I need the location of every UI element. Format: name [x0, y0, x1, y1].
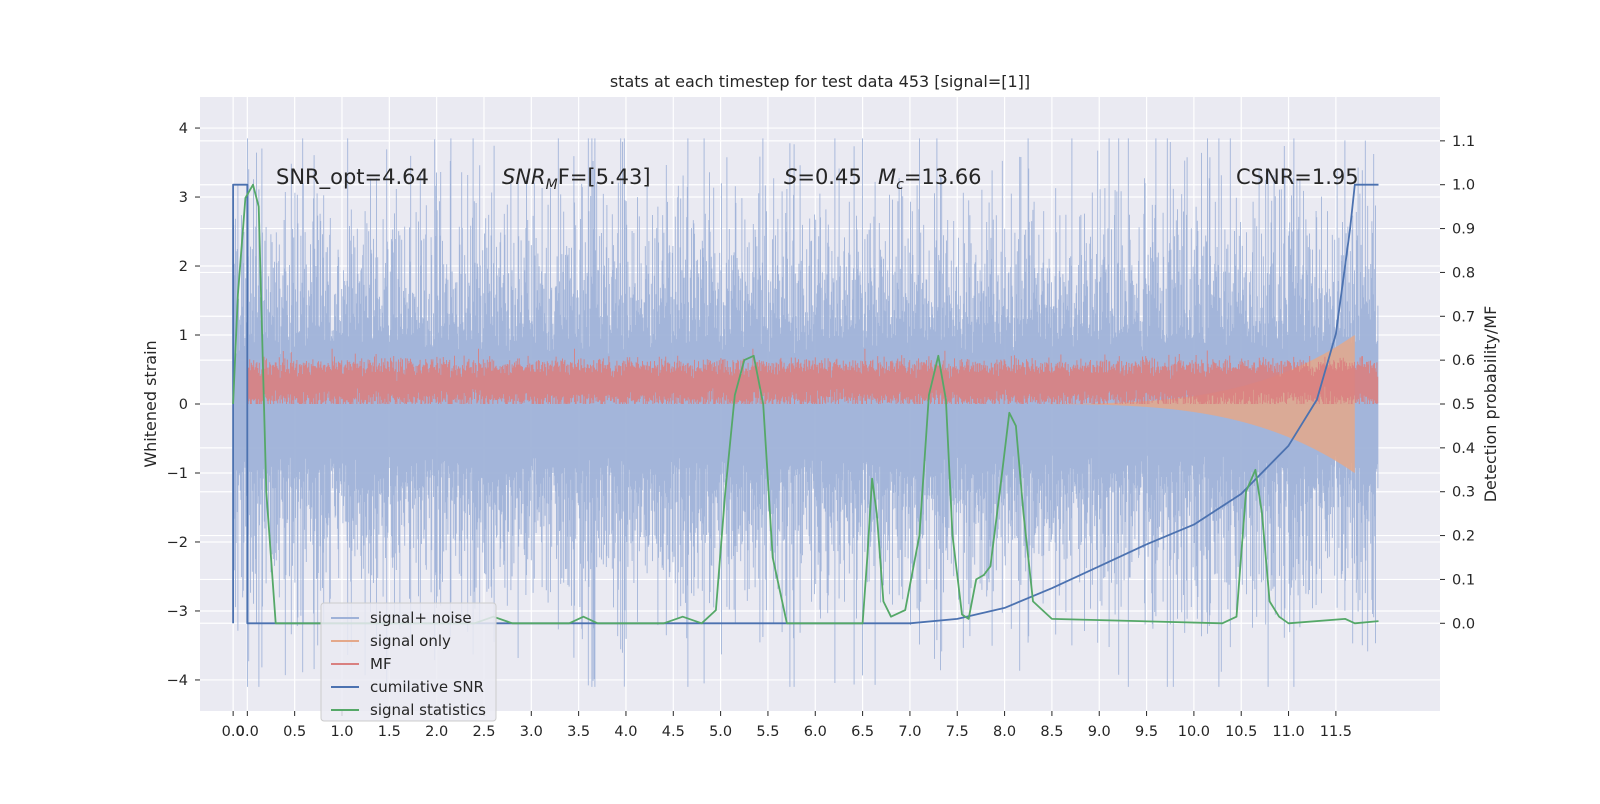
- x-tick-label: 1.0: [330, 724, 353, 740]
- y-right-tick-label: 0.2: [1452, 529, 1475, 545]
- annotation-s: S=0.45: [784, 165, 862, 189]
- x-tick-label: 11.5: [1320, 724, 1352, 740]
- cumulative-snr-line: [232, 183, 1379, 625]
- x-tick-label: 6.0: [804, 724, 827, 740]
- y-right-tick-label: 0.7: [1452, 309, 1475, 325]
- x-tick-label: 5.0: [709, 724, 732, 740]
- annotation-s-main: S: [784, 165, 797, 189]
- legend-label: signal only: [370, 632, 451, 650]
- x-tick-label: 4.0: [614, 724, 637, 740]
- y-tick-label: −2: [167, 535, 188, 551]
- y-axis-ticks-right: 1.1 1.0 0.9 0.8 0.7 0.6 0.5 0.4 0.3 0.2 0.1 0.0: [1440, 134, 1475, 632]
- signal-statistics-line: [232, 183, 1379, 625]
- x-tick-label: 4.5: [662, 724, 685, 740]
- series-lines: [232, 183, 1379, 625]
- y-tick-label: 3: [179, 190, 188, 206]
- y-right-tick-label: 0.0: [1452, 616, 1475, 632]
- y-tick-label: −4: [167, 673, 188, 689]
- y-tick-label: 1: [179, 328, 188, 344]
- y-axis-label-right: Detection probability/MF: [1481, 306, 1500, 503]
- x-tick-label: 2.5: [472, 724, 495, 740]
- y-right-tick-label: 1.1: [1452, 134, 1475, 150]
- y-right-tick-label: 0.3: [1452, 485, 1475, 501]
- x-tick-label: 10.5: [1225, 724, 1257, 740]
- y-axis-ticks-left: 4 3 2 1 0 −1 −2 −3 −4: [167, 121, 200, 689]
- x-tick-label: 10.0: [1178, 724, 1210, 740]
- y-right-tick-label: 0.1: [1452, 572, 1475, 588]
- x-tick-label: 2.0: [425, 724, 448, 740]
- x-tick-label: 0.0: [222, 724, 245, 740]
- y-right-tick-label: 0.9: [1452, 222, 1475, 238]
- annotation-snr-mf-rest: F=[5.43]: [558, 165, 651, 189]
- x-axis-ticks: 0.00.0 0.5 1.0 1.5 2.0 2.5 3.0 3.5 4.0 4.5 5.0 5.5 6…: [222, 711, 1352, 740]
- annotation-snr-mf-main: SNR: [502, 165, 546, 189]
- y-tick-label: 2: [179, 259, 188, 275]
- y-tick-label: 0: [179, 397, 188, 413]
- x-tick-label: 0.5: [283, 724, 306, 740]
- legend: signal+ noise signal only MF cumilative SNR…: [320, 602, 497, 722]
- annotation-snr-mf-sub: M: [546, 177, 558, 193]
- y-right-tick-label: 0.8: [1452, 265, 1475, 281]
- legend-label: MF: [370, 655, 392, 673]
- chart-title: stats at each timestep for test data 453…: [610, 72, 1030, 91]
- x-tick-label: 3.0: [520, 724, 543, 740]
- annotation-csnr: CSNR=1.95: [1236, 165, 1359, 189]
- x-tick-label: 11.0: [1272, 724, 1304, 740]
- annotation-snr-mf: SNRMF=[5.43]: [502, 165, 651, 193]
- annotation-mc-rest: =13.66: [904, 165, 982, 189]
- x-tick-label: 3.5: [567, 724, 590, 740]
- y-right-tick-label: 1.0: [1452, 178, 1475, 194]
- y-right-tick-label: 0.5: [1452, 397, 1475, 413]
- y-tick-label: −3: [167, 604, 188, 620]
- legend-label: signal statistics: [370, 701, 486, 719]
- legend-box: [320, 602, 497, 722]
- x-tick-label: 8.5: [1040, 724, 1063, 740]
- x-tick-label: 1.5: [378, 724, 401, 740]
- y-right-tick-label: 0.4: [1452, 441, 1475, 457]
- annotation-mc-main: M: [878, 165, 896, 189]
- annotation-mc-sub: c: [896, 177, 904, 193]
- y-axis-label-left: Whitened strain: [141, 340, 160, 467]
- legend-label: cumilative SNR: [370, 678, 484, 696]
- x-tick-label: 5.5: [756, 724, 779, 740]
- x-tick-label: 9.5: [1135, 724, 1158, 740]
- x-tick-label: 8.0: [993, 724, 1016, 740]
- legend-label: signal+ noise: [370, 609, 472, 627]
- annotation-mc: Mc=13.66: [878, 165, 982, 193]
- y-right-tick-label: 0.6: [1452, 353, 1475, 369]
- x-tick-label: 0.0: [236, 724, 259, 740]
- x-tick-label: 7.0: [898, 724, 921, 740]
- y-tick-label: −1: [167, 466, 188, 482]
- annotation-snr-opt: SNR_opt=4.64: [276, 165, 429, 190]
- y-tick-label: 4: [179, 121, 188, 137]
- annotation-s-rest: =0.45: [797, 165, 861, 189]
- x-tick-label: 6.5: [851, 724, 874, 740]
- x-tick-label: 7.5: [946, 724, 969, 740]
- x-tick-label: 9.0: [1088, 724, 1111, 740]
